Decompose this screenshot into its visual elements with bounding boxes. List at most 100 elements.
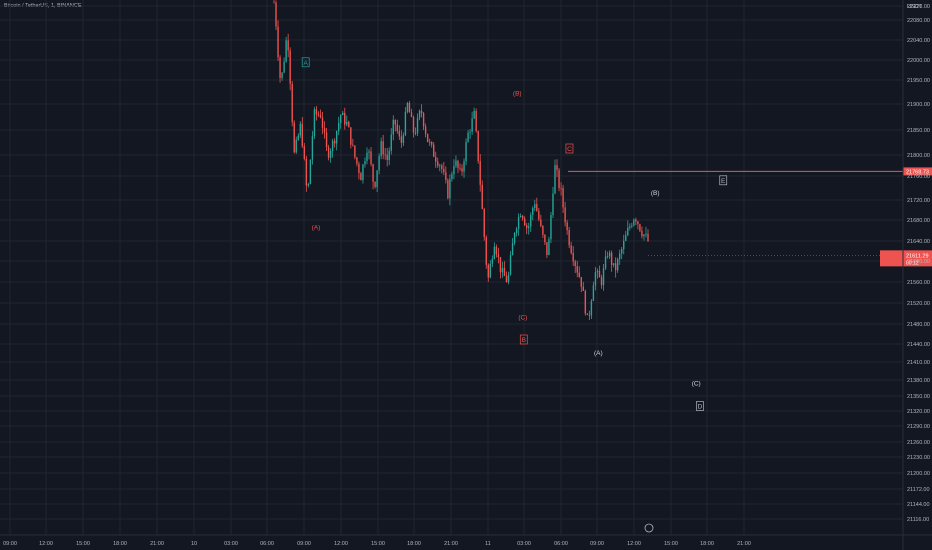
candle-body: [639, 224, 641, 231]
candle-body: [643, 234, 645, 237]
candle-body: [534, 204, 536, 209]
candle-body: [475, 110, 477, 131]
candle-body: [418, 110, 421, 118]
y-tick-label: 21560.00: [907, 280, 930, 286]
candle-body: [526, 225, 528, 229]
x-tick-label: 15:00: [371, 541, 385, 547]
candle-body: [497, 254, 500, 258]
wave-label: (B): [513, 90, 522, 97]
candle-body: [317, 114, 320, 116]
candle-body: [523, 218, 526, 226]
candle-body: [325, 132, 328, 148]
y-tick-label: 21600.00: [907, 259, 930, 265]
candle-body: [346, 121, 348, 125]
candle-body: [592, 285, 595, 301]
candle-body: [616, 258, 619, 271]
y-tick-label: 21230.00: [907, 455, 930, 461]
candle-body: [493, 246, 496, 259]
candle-body: [457, 160, 459, 168]
candle-body: [410, 112, 413, 117]
wave-label: (A): [312, 224, 321, 231]
candle-body: [392, 119, 394, 135]
candle-body: [612, 263, 615, 265]
candle-body: [414, 132, 417, 134]
candle-body: [515, 228, 518, 233]
candle-body: [283, 61, 285, 73]
candle-body: [556, 165, 558, 171]
candle-body: [519, 215, 522, 218]
candle-body: [513, 232, 516, 244]
candle-body: [509, 255, 512, 275]
y-tick-label: 22040.00: [907, 38, 930, 44]
candle-body: [528, 226, 530, 229]
y-tick-label: 21290.00: [907, 424, 930, 430]
candle-body: [517, 217, 520, 229]
candle-body: [495, 246, 498, 255]
candle-body: [461, 168, 463, 172]
current-price-label: 21611.29: [906, 253, 929, 259]
candle-body: [311, 135, 314, 160]
candle-body: [366, 152, 368, 161]
candle-body: [491, 258, 494, 264]
y-tick-label: 21800.00: [907, 153, 930, 159]
wave-label-box: [719, 175, 728, 186]
candle-body: [420, 110, 423, 114]
candle-body: [327, 147, 330, 158]
candle-body: [530, 214, 532, 227]
wave-label-box: [519, 334, 528, 345]
candle-body: [499, 257, 502, 273]
candle-body: [422, 113, 425, 127]
candle-body: [412, 116, 415, 133]
candle-body: [382, 141, 384, 155]
y-tick-label: 21440.00: [907, 342, 930, 348]
candle-body: [400, 136, 403, 143]
candle-body: [548, 239, 550, 255]
wave-label: E: [721, 178, 726, 185]
candle-body: [433, 144, 435, 157]
candle-body: [319, 114, 322, 118]
x-axis: 09:00 12:00 15:00 18:00 21:00 10 03:00 06:00 09:…: [0, 534, 932, 547]
candle-body: [467, 132, 469, 143]
candle-body: [629, 226, 631, 228]
candle-body: [329, 150, 332, 158]
x-tick-label: 03:00: [224, 541, 238, 547]
candle-body: [441, 165, 443, 169]
candle-body: [443, 168, 445, 173]
candle-body: [465, 142, 467, 162]
candle-body: [404, 111, 407, 136]
candle-body: [447, 180, 449, 199]
y-tick-label: 21760.00: [907, 174, 930, 180]
candle-body: [340, 115, 342, 124]
candle-body: [424, 126, 427, 134]
y-tick-label: 21900.00: [907, 102, 930, 108]
logo-icon: [644, 523, 654, 533]
candle-body: [342, 112, 344, 116]
y-tick-label: 21116.00: [907, 517, 929, 523]
candle-body: [439, 165, 441, 167]
candle-body: [608, 252, 611, 257]
candle-body: [406, 102, 409, 112]
x-tick-label: 12:00: [39, 541, 53, 547]
wave-label: (C): [518, 315, 527, 322]
x-tick-label: 09:00: [3, 541, 17, 547]
candle-body: [309, 159, 312, 184]
candle-body: [582, 286, 585, 291]
candle-body: [473, 110, 475, 119]
candle-body: [360, 173, 362, 181]
x-tick-label: 21:00: [737, 541, 751, 547]
candle-body: [398, 131, 401, 137]
candle-body: [279, 57, 281, 78]
candle-body: [580, 277, 582, 287]
candle-body: [463, 161, 465, 172]
wave-label-box: [301, 57, 310, 68]
candle-body: [501, 267, 504, 273]
candle-body: [489, 263, 492, 278]
candle-body: [402, 135, 405, 143]
candle-body: [364, 160, 366, 165]
x-tick-label: 11: [485, 541, 491, 547]
candle-body: [471, 118, 473, 132]
candle-body: [550, 215, 552, 240]
current-price-box: [880, 250, 932, 267]
y-tick-label: 22120.00: [907, 4, 930, 10]
